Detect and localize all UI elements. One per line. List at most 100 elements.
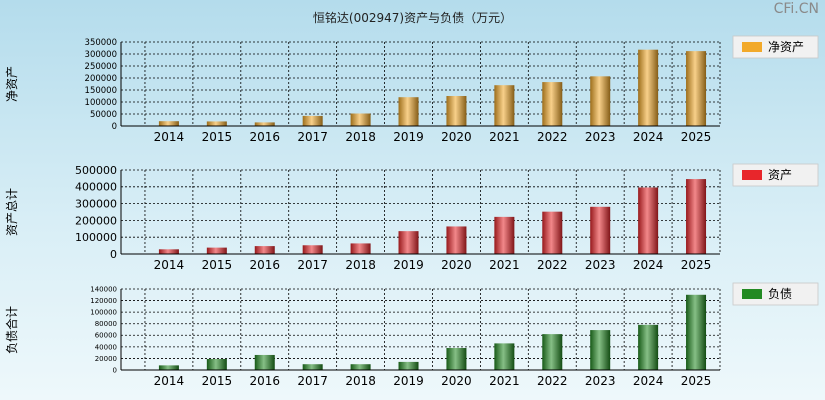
bar-total_assets-2015 bbox=[206, 247, 227, 254]
x-tick-label: 2021 bbox=[489, 258, 520, 272]
x-tick-label: 2014 bbox=[154, 374, 185, 388]
y-tick-label: 150000 bbox=[85, 86, 117, 96]
bar-liabilities-2024 bbox=[638, 324, 659, 370]
bar-liabilities-2023 bbox=[590, 330, 611, 370]
bar-total_assets-2014 bbox=[158, 249, 179, 254]
x-tick-label: 2017 bbox=[297, 258, 328, 272]
y-axis-label: 负债合计 bbox=[4, 306, 19, 354]
x-tick-label: 2019 bbox=[393, 374, 424, 388]
y-tick-label: 0 bbox=[112, 122, 117, 132]
bar-total_assets-2016 bbox=[254, 246, 275, 254]
legend-swatch bbox=[742, 42, 762, 52]
chart-title: 恒铭达(002947)资产与负债（万元） bbox=[312, 11, 513, 25]
x-tick-label: 2015 bbox=[202, 258, 233, 272]
x-tick-label: 2018 bbox=[345, 258, 376, 272]
bar-net_assets-2020 bbox=[446, 96, 467, 126]
x-tick-label: 2023 bbox=[585, 258, 616, 272]
bar-net_assets-2015 bbox=[206, 121, 227, 126]
legend-box bbox=[732, 163, 819, 187]
legend-label: 资产 bbox=[768, 168, 792, 182]
bar-net_assets-2016 bbox=[254, 122, 275, 126]
x-tick-label: 2022 bbox=[537, 258, 568, 272]
legend-box bbox=[732, 35, 819, 59]
x-tick-label: 2016 bbox=[249, 258, 280, 272]
bar-liabilities-2015 bbox=[206, 359, 227, 370]
y-tick-label: 120000 bbox=[90, 297, 117, 305]
bar-liabilities-2019 bbox=[398, 361, 419, 370]
bar-net_assets-2019 bbox=[398, 97, 419, 126]
legend-box bbox=[732, 282, 819, 306]
bar-total_assets-2017 bbox=[302, 245, 323, 254]
x-tick-label: 2017 bbox=[297, 374, 328, 388]
watermark: CFi.CN bbox=[773, 1, 819, 17]
y-tick-label: 500000 bbox=[75, 164, 117, 177]
plot-area bbox=[121, 170, 720, 254]
plot-area bbox=[121, 42, 720, 126]
x-tick-label: 2014 bbox=[154, 258, 185, 272]
y-tick-label: 20000 bbox=[95, 355, 117, 363]
bar-total_assets-2021 bbox=[494, 216, 515, 254]
bar-net_assets-2025 bbox=[686, 51, 707, 127]
bar-net_assets-2014 bbox=[158, 121, 179, 126]
y-tick-label: 350000 bbox=[85, 38, 117, 48]
y-axis-label: 净资产 bbox=[5, 66, 19, 102]
x-tick-label: 2025 bbox=[681, 258, 712, 272]
x-tick-label: 2020 bbox=[441, 374, 472, 388]
x-tick-label: 2023 bbox=[585, 130, 616, 144]
bar-liabilities-2017 bbox=[302, 364, 323, 370]
chart-panel-liabilities: 0 20000 40000 60000 80000 100000 120000 140000 2… bbox=[4, 282, 819, 388]
x-tick-label: 2015 bbox=[202, 130, 233, 144]
bar-net_assets-2017 bbox=[302, 115, 323, 126]
bar-liabilities-2020 bbox=[446, 348, 467, 370]
chart-panel-total_assets: 0 100000 200000 300000 400000 500000 2014 2015 2… bbox=[5, 163, 819, 272]
x-tick-label: 2020 bbox=[441, 130, 472, 144]
x-tick-label: 2019 bbox=[393, 258, 424, 272]
y-tick-label: 300000 bbox=[75, 197, 117, 210]
bar-total_assets-2023 bbox=[590, 206, 611, 254]
y-tick-label: 0 bbox=[113, 366, 117, 374]
y-tick-label: 60000 bbox=[95, 332, 117, 340]
x-tick-label: 2024 bbox=[633, 374, 664, 388]
bar-liabilities-2018 bbox=[350, 364, 371, 370]
x-tick-label: 2015 bbox=[202, 374, 233, 388]
bar-total_assets-2025 bbox=[686, 179, 707, 254]
y-tick-label: 250000 bbox=[85, 62, 117, 72]
bar-total_assets-2024 bbox=[638, 187, 659, 254]
bar-total_assets-2022 bbox=[542, 211, 563, 254]
bar-liabilities-2022 bbox=[542, 334, 563, 370]
bar-liabilities-2025 bbox=[686, 294, 707, 370]
bar-net_assets-2024 bbox=[638, 49, 659, 126]
bar-total_assets-2019 bbox=[398, 231, 419, 254]
bar-total_assets-2020 bbox=[446, 226, 467, 254]
x-tick-label: 2016 bbox=[249, 374, 280, 388]
y-tick-label: 140000 bbox=[90, 285, 117, 293]
x-tick-label: 2025 bbox=[681, 374, 712, 388]
x-tick-label: 2018 bbox=[345, 130, 376, 144]
bar-total_assets-2018 bbox=[350, 243, 371, 254]
x-tick-label: 2020 bbox=[441, 258, 472, 272]
bar-net_assets-2022 bbox=[542, 82, 563, 126]
bar-net_assets-2023 bbox=[590, 76, 611, 126]
y-tick-label: 100000 bbox=[85, 98, 117, 108]
x-tick-label: 2021 bbox=[489, 130, 520, 144]
x-tick-label: 2024 bbox=[633, 130, 664, 144]
x-tick-label: 2016 bbox=[249, 130, 280, 144]
x-tick-label: 2021 bbox=[489, 374, 520, 388]
bar-liabilities-2021 bbox=[494, 343, 515, 370]
bar-net_assets-2018 bbox=[350, 113, 371, 126]
y-tick-label: 0 bbox=[110, 248, 117, 261]
x-tick-label: 2017 bbox=[297, 130, 328, 144]
y-tick-label: 40000 bbox=[95, 343, 117, 351]
y-tick-label: 300000 bbox=[85, 50, 117, 60]
x-tick-label: 2019 bbox=[393, 130, 424, 144]
bar-net_assets-2021 bbox=[494, 85, 515, 126]
x-tick-label: 2014 bbox=[154, 130, 185, 144]
y-tick-label: 200000 bbox=[85, 74, 117, 84]
y-tick-label: 400000 bbox=[75, 181, 117, 194]
x-tick-label: 2025 bbox=[681, 130, 712, 144]
legend-label: 净资产 bbox=[768, 40, 804, 54]
plot-area bbox=[121, 289, 720, 370]
bar-liabilities-2014 bbox=[158, 365, 179, 370]
y-tick-label: 100000 bbox=[90, 309, 117, 317]
